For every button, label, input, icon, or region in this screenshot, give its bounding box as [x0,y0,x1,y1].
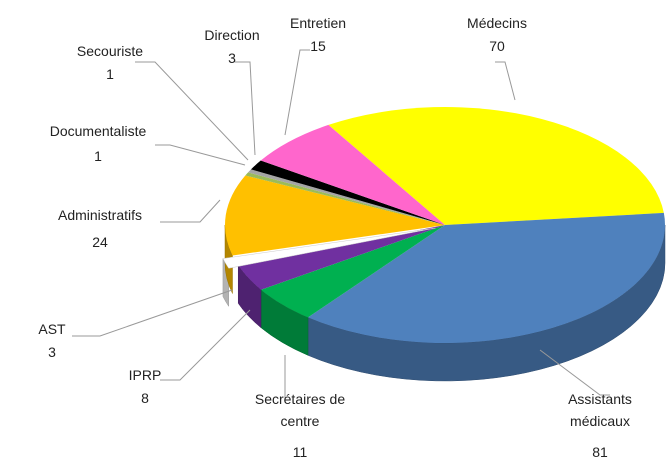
slice [328,106,664,225]
slice-label: Secrétaires de centre [254,391,346,429]
slice [251,160,445,225]
slice [222,227,436,269]
leader-line [155,144,246,166]
slice [248,169,445,225]
slice-value: 1 [106,66,114,82]
slice [245,172,445,225]
slice-label: Assistants médicaux [568,391,632,429]
slice-label: AST [38,321,66,337]
slice-label: Secouriste [76,43,144,59]
slice [260,124,445,225]
slice-label: IPRP [128,367,162,383]
leader-line [235,61,256,156]
slice-value: 24 [92,234,108,250]
leader-line [284,49,310,136]
leader-line [160,309,251,381]
slice [261,225,445,318]
slice-value: 11 [292,444,308,460]
slice-value: 3 [228,50,236,66]
slice-label: Entretien [289,15,347,31]
slice-value: 1 [94,148,102,164]
slice [238,225,445,290]
slice-label: Direction [204,27,260,43]
slice-label: Documentaliste [49,123,147,139]
slice-label: Administratifs [57,207,143,223]
slice [308,212,665,344]
slice-value: 8 [141,390,149,406]
slice [225,175,445,256]
leader-line [495,61,516,101]
leader-line [539,349,610,396]
slice-value: 15 [310,38,326,54]
slice-value: 81 [592,444,608,460]
slice-value: 3 [48,344,56,360]
leader-line [160,199,221,223]
leader-line [135,61,249,161]
leader-line [72,289,233,337]
slice-label: Médecins [467,15,527,31]
slice-value: 70 [489,38,505,54]
